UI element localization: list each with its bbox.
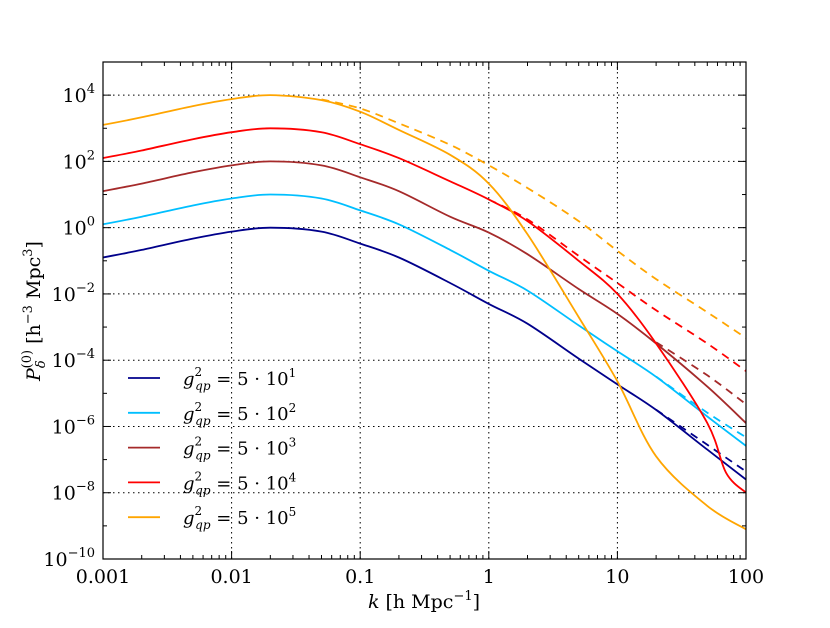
legend-label: g2 qp = 5 · 105: [183, 504, 296, 532]
y-tick-label: 10−4: [52, 347, 95, 372]
x-tick-label: 1: [483, 566, 495, 588]
y-tick-label: 10−10: [43, 546, 95, 571]
series-line: [103, 94, 746, 531]
tick-labels: 0.001 0.01 0.1 1 10 100 10−10 10−8 10−6 10−4 10−2 1…: [43, 82, 764, 588]
series-line: [103, 127, 746, 494]
y-tick-label: 102: [63, 148, 95, 173]
legend-label: g2 qp = 5 · 104: [183, 469, 297, 497]
x-axis-label: k [h Mpc−1]: [368, 589, 480, 613]
y-tick-label: 104: [63, 82, 95, 107]
ticks: [102, 61, 747, 560]
dashed-series-line: [655, 341, 746, 405]
series-line: [103, 160, 746, 424]
y-axis-label: Pδ(0) [h−3 Mpc3]: [20, 241, 49, 382]
curves: [103, 94, 746, 531]
x-tick-label: 0.01: [210, 566, 252, 588]
x-tick-label: 0.001: [76, 566, 130, 588]
x-tick-label: 100: [728, 566, 764, 588]
y-tick-label: 10−6: [52, 413, 95, 438]
dashed-series-line: [655, 375, 746, 439]
legend-label: g2 qp = 5 · 103: [183, 435, 296, 463]
series-line: [103, 226, 746, 481]
legend: g2 qp = 5 · 101 g2 qp = 5 · 102 g2 qp = 5 · 1…: [128, 365, 297, 532]
x-tick-label: 0.1: [345, 566, 375, 588]
y-tick-label: 100: [63, 215, 95, 240]
dashed-series-line: [321, 98, 746, 339]
x-tick-label: 10: [605, 566, 629, 588]
dashed-series-line: [488, 198, 746, 372]
y-tick-label: 10−2: [52, 281, 95, 306]
legend-label: g2 qp = 5 · 101: [183, 365, 296, 393]
y-tick-label: 10−8: [52, 480, 95, 505]
series-line: [103, 193, 746, 447]
plot-frame: [102, 61, 747, 560]
legend-label: g2 qp = 5 · 102: [183, 400, 296, 428]
